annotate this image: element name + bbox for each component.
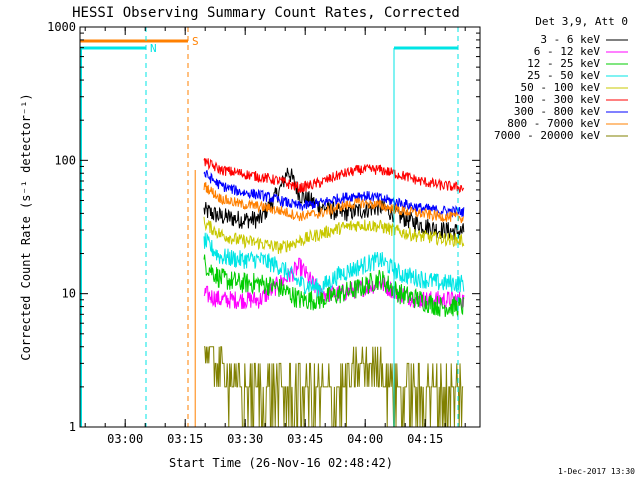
legend-label: 6 - 12 keV xyxy=(534,45,601,58)
plot-frame xyxy=(79,26,481,428)
timestamp: 1-Dec-2017 13:30 xyxy=(558,467,635,476)
x-axis-label: Start Time (26-Nov-16 02:48:42) xyxy=(169,456,393,470)
night-label: N xyxy=(150,42,157,55)
series-line xyxy=(203,232,465,297)
series-line xyxy=(203,167,465,240)
y-tick-label: 10 xyxy=(62,287,76,301)
y-tick-label: 1 xyxy=(69,420,76,434)
legend-label: 300 - 800 keV xyxy=(514,105,600,118)
series-line xyxy=(203,254,465,317)
y-tick-label: 100 xyxy=(54,153,76,167)
x-tick-label: 03:30 xyxy=(227,432,263,446)
x-tick-label: 04:15 xyxy=(407,432,443,446)
x-tick-label: 04:00 xyxy=(347,432,383,446)
series-line xyxy=(203,182,465,224)
legend-label: 25 - 50 keV xyxy=(527,69,600,82)
series-layer xyxy=(203,158,465,428)
y-axis-label: Corrected Count Rate (s⁻¹ detector⁻¹) xyxy=(19,93,33,360)
series-line xyxy=(203,216,465,255)
legend-label: 50 - 100 keV xyxy=(521,81,601,94)
legend-label: 7000 - 20000 keV xyxy=(494,129,600,142)
legend-title: Det 3,9, Att 0 xyxy=(535,15,628,28)
saa-label: S xyxy=(192,35,199,48)
axes: 03:00 03:15 03:30 03:45 04:00 04:15 1 10 100 1000 xyxy=(47,20,480,446)
y-tick-label: 1000 xyxy=(47,20,76,34)
legend-label: 12 - 25 keV xyxy=(527,57,600,70)
chart-title: HESSI Observing Summary Count Rates, Cor… xyxy=(72,5,460,21)
legend-label: 800 - 7000 keV xyxy=(507,117,600,130)
legend-label: 3 - 6 keV xyxy=(540,33,600,46)
x-tick-label: 03:15 xyxy=(167,432,203,446)
series-line xyxy=(203,158,465,194)
series-line xyxy=(203,169,465,218)
x-tick-label: 03:00 xyxy=(107,432,143,446)
observation-markers: NS xyxy=(80,27,459,427)
x-tick-label: 03:45 xyxy=(287,432,323,446)
legend-label: 100 - 300 keV xyxy=(514,93,600,106)
